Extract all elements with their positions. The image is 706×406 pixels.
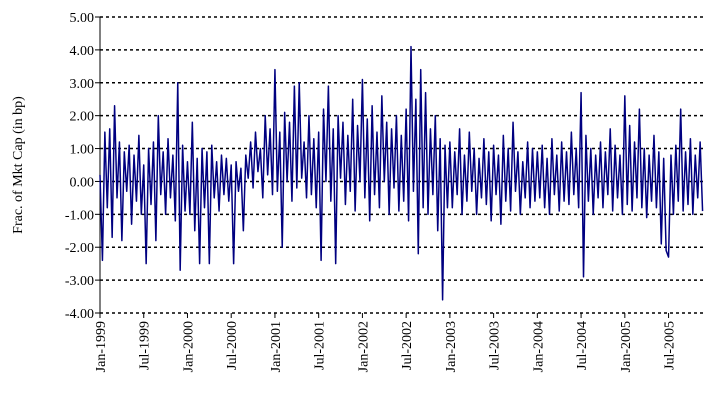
- y-tick-label: -3.00: [65, 274, 94, 289]
- x-tick-label: Jan-2003: [444, 321, 459, 372]
- x-tick-label: Jul-2004: [575, 321, 590, 370]
- y-tick-label: 1.00: [70, 143, 95, 158]
- y-tick-label: 5.00: [70, 11, 95, 26]
- y-tick-label: 0.00: [70, 175, 95, 190]
- line: [99, 45, 704, 301]
- x-tick-label: Jan-2000: [181, 321, 196, 372]
- x-tick-label: Jul-2005: [663, 321, 678, 370]
- y-axis-label: Frac. of Mkt Cap (in bp): [11, 96, 26, 234]
- y-tick-label: 3.00: [70, 77, 95, 92]
- x-tick-label: Jul-2001: [313, 321, 328, 370]
- y-tick-label: -2.00: [65, 241, 94, 256]
- x-tick-label: Jul-2003: [488, 321, 503, 370]
- y-tick-label: 4.00: [70, 44, 95, 59]
- y-tick-label: -4.00: [65, 307, 94, 322]
- x-tick-label: Jan-2001: [269, 321, 284, 372]
- x-tick-label: Jan-2002: [356, 321, 371, 372]
- x-tick-label: Jul-2002: [400, 321, 415, 370]
- x-tick-label: Jul-1999: [138, 321, 153, 370]
- x-tick-label: Jan-2004: [531, 321, 546, 372]
- x-tick-label: Jan-2005: [619, 321, 634, 372]
- x-tick-label: Jul-2000: [225, 321, 240, 370]
- y-tick-label: -1.00: [65, 208, 94, 223]
- x-tick-label: Jan-1999: [94, 321, 109, 372]
- y-tick-label: 2.00: [70, 110, 95, 125]
